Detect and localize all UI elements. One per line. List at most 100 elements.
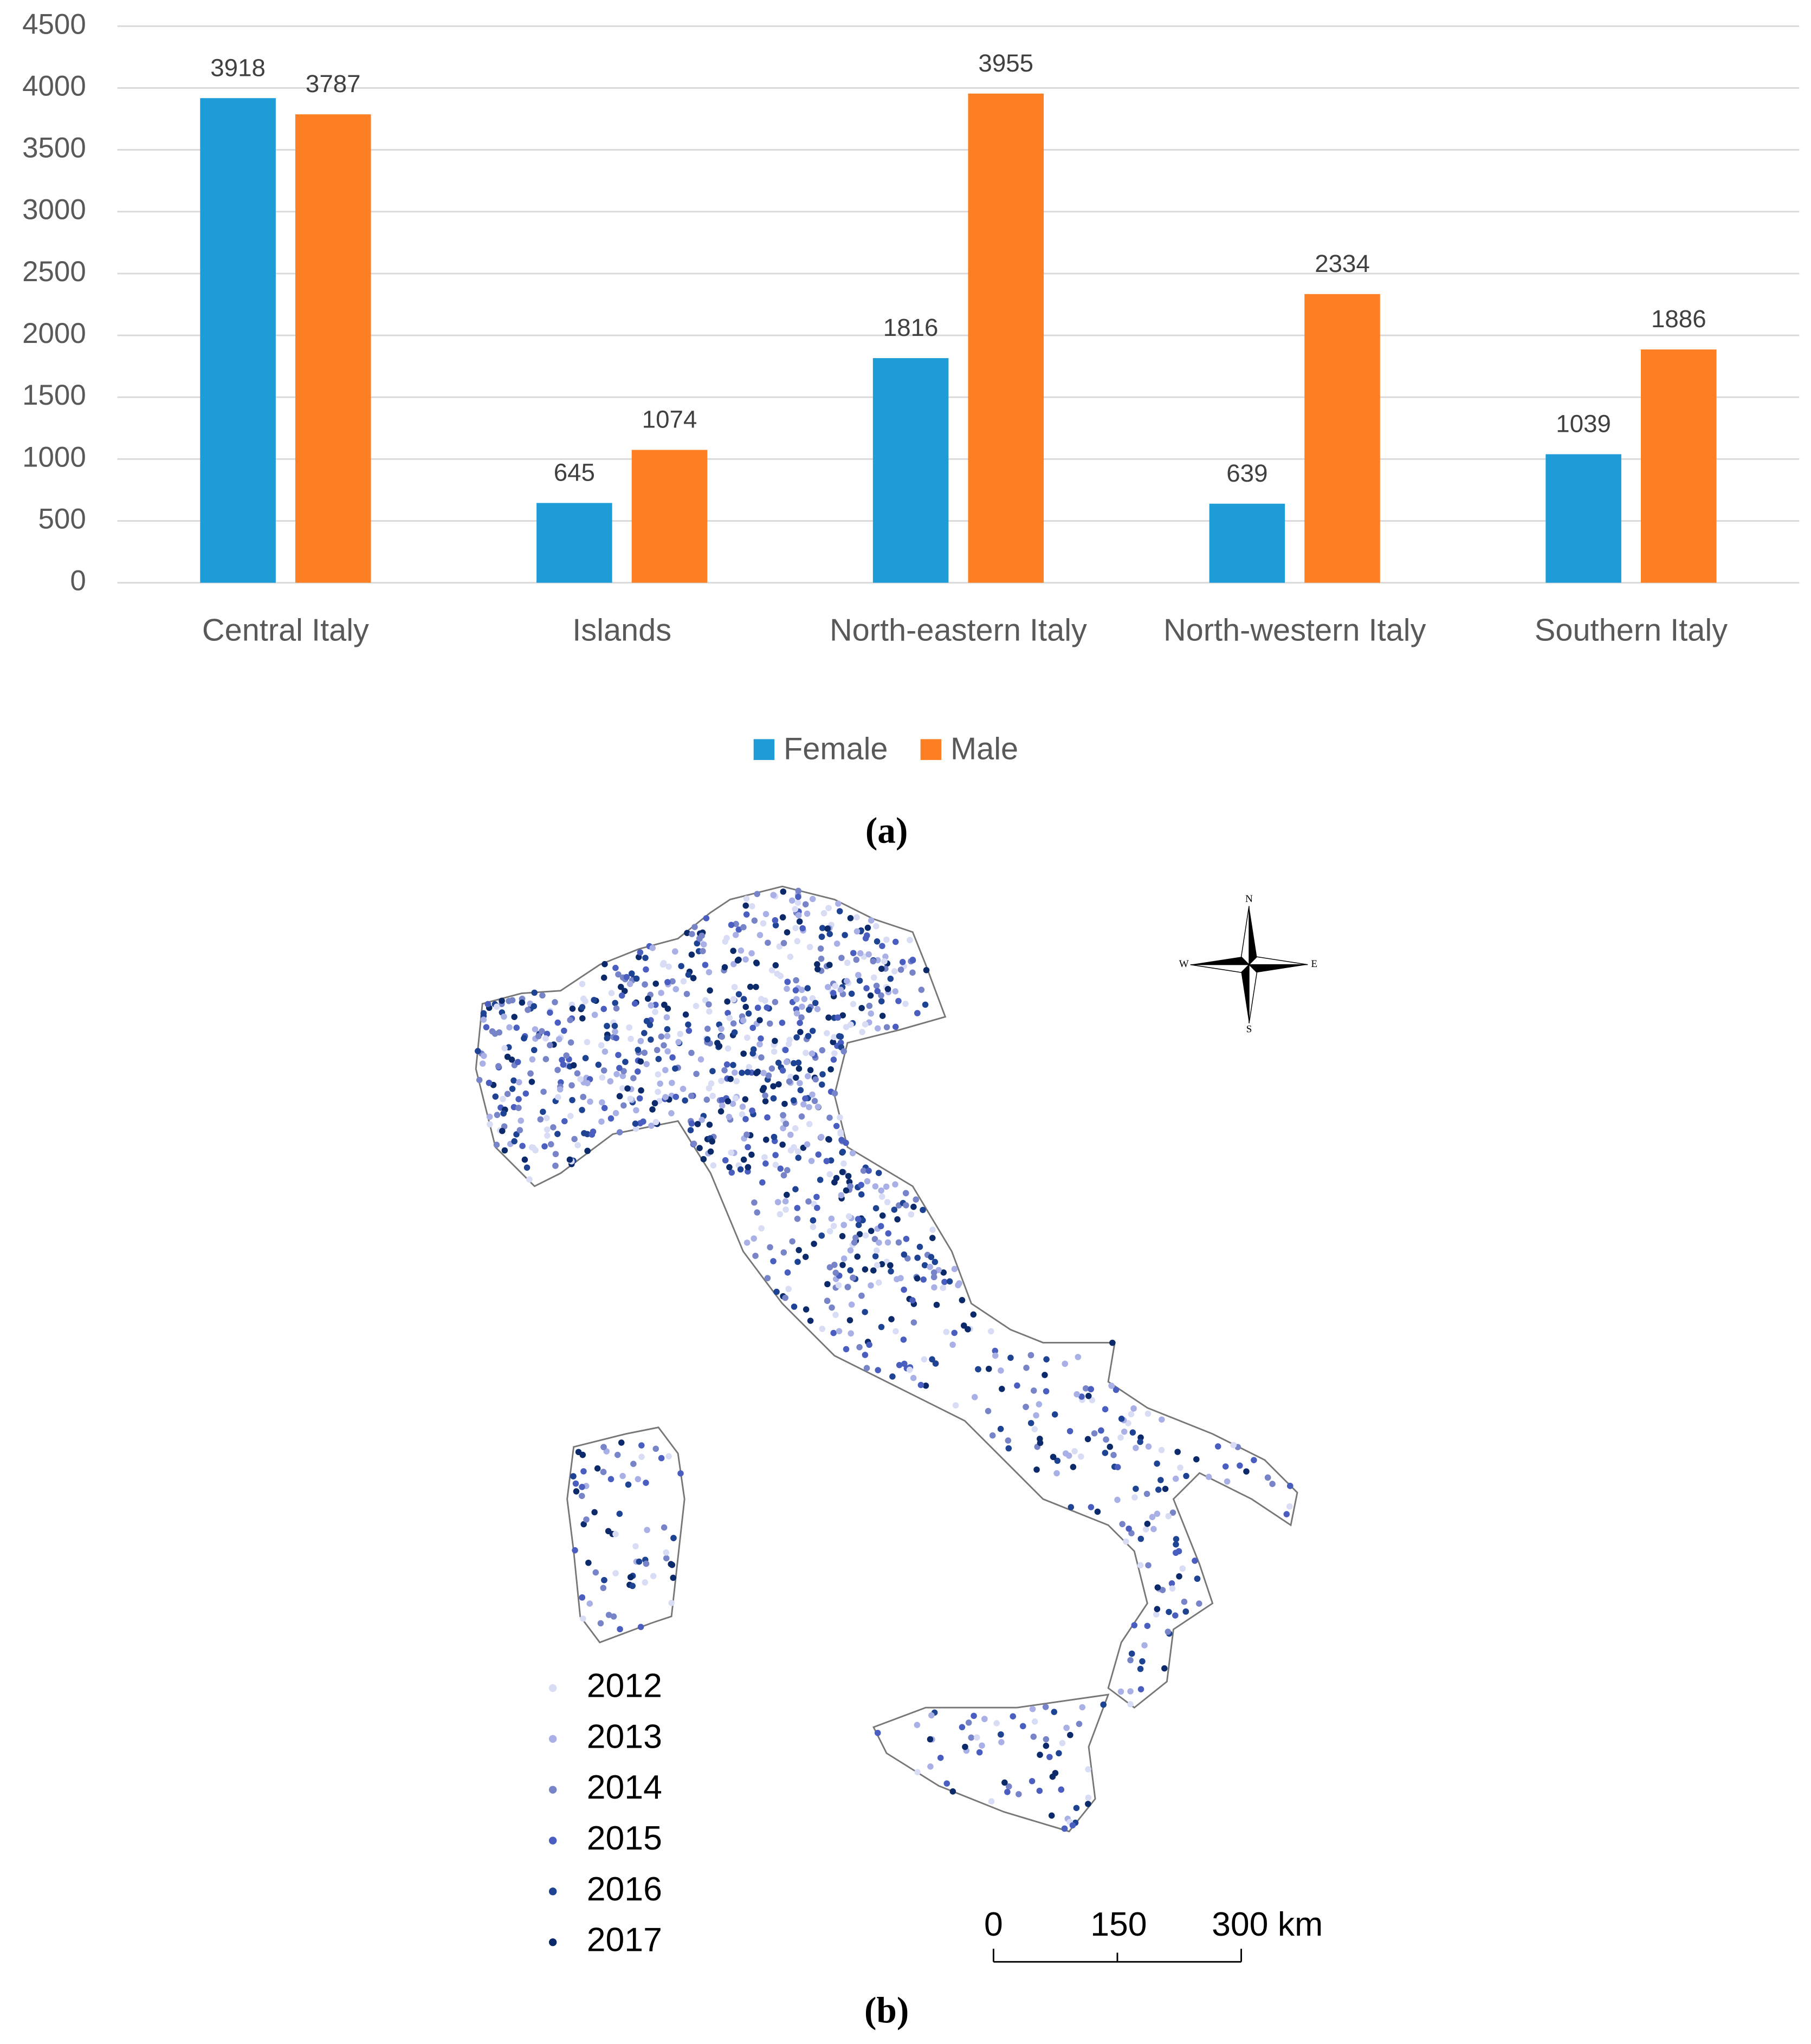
location-dot bbox=[744, 1069, 751, 1075]
location-dot bbox=[1174, 1449, 1181, 1455]
location-dot bbox=[902, 1190, 909, 1197]
location-dot bbox=[1181, 1598, 1188, 1605]
location-dot bbox=[773, 1288, 780, 1295]
value-label: 3955 bbox=[978, 49, 1033, 77]
location-dot bbox=[599, 1099, 605, 1106]
location-dot bbox=[745, 1144, 751, 1151]
location-dot bbox=[725, 1045, 732, 1052]
location-dot bbox=[1142, 1526, 1149, 1533]
location-dot bbox=[1144, 1521, 1151, 1527]
y-tick-label: 4500 bbox=[22, 8, 86, 40]
location-dot bbox=[754, 891, 760, 898]
location-dot bbox=[685, 971, 692, 978]
location-dot bbox=[862, 935, 869, 942]
location-dot bbox=[739, 1104, 746, 1110]
location-dot bbox=[652, 980, 659, 987]
location-dot bbox=[641, 1049, 648, 1056]
location-dot bbox=[751, 917, 758, 924]
location-dot bbox=[652, 1009, 658, 1015]
location-dot bbox=[616, 1129, 623, 1135]
location-dot bbox=[789, 1238, 795, 1245]
location-dot bbox=[971, 1712, 977, 1719]
location-dot bbox=[1173, 1536, 1180, 1542]
location-dot bbox=[1102, 1406, 1109, 1413]
location-dot bbox=[831, 1050, 838, 1057]
location-dot bbox=[932, 1258, 939, 1266]
location-dot bbox=[809, 1028, 816, 1034]
location-dot bbox=[643, 1480, 649, 1486]
location-dot bbox=[661, 1042, 667, 1049]
location-dot bbox=[795, 887, 801, 894]
location-dot bbox=[539, 992, 546, 999]
location-dot bbox=[792, 987, 799, 994]
location-dot bbox=[847, 1183, 853, 1190]
location-dot bbox=[519, 1143, 526, 1150]
scale-bar bbox=[992, 1949, 1243, 1963]
location-dot bbox=[580, 1615, 586, 1622]
location-dot bbox=[726, 1015, 733, 1021]
location-dot bbox=[622, 1059, 629, 1065]
location-dot bbox=[643, 1560, 650, 1567]
location-dot bbox=[824, 925, 831, 932]
location-dot bbox=[1287, 1483, 1293, 1489]
location-dot bbox=[758, 1225, 765, 1232]
location-dot bbox=[637, 949, 644, 956]
location-dot bbox=[779, 1067, 786, 1074]
location-dot bbox=[935, 1267, 942, 1274]
location-dot bbox=[859, 1029, 865, 1035]
location-dot bbox=[874, 1247, 880, 1254]
location-dot bbox=[853, 914, 860, 921]
location-dot bbox=[756, 932, 764, 938]
location-dot bbox=[607, 1115, 615, 1122]
location-dot bbox=[1173, 1541, 1179, 1548]
location-dot bbox=[1033, 1412, 1039, 1419]
location-dot bbox=[823, 1158, 830, 1164]
location-dot bbox=[976, 1749, 983, 1756]
location-dot bbox=[971, 1394, 978, 1400]
location-dot bbox=[601, 961, 608, 968]
location-dot bbox=[1075, 1354, 1082, 1360]
location-dot bbox=[665, 963, 672, 970]
legend-dot bbox=[548, 1684, 557, 1692]
location-dot bbox=[833, 940, 840, 947]
location-dot bbox=[1166, 1608, 1172, 1615]
location-dot bbox=[1036, 1401, 1043, 1407]
bar bbox=[1545, 454, 1621, 583]
location-dot bbox=[1194, 1575, 1201, 1582]
legend-dot bbox=[548, 1735, 557, 1743]
location-dot bbox=[780, 1249, 787, 1256]
location-dot bbox=[751, 1235, 757, 1242]
location-dot bbox=[1005, 1445, 1012, 1452]
location-dot bbox=[909, 1297, 916, 1303]
location-dot bbox=[677, 1470, 684, 1477]
location-dot bbox=[579, 1483, 585, 1490]
location-dot bbox=[892, 938, 899, 945]
location-dot bbox=[1067, 1731, 1073, 1738]
location-dot bbox=[600, 1585, 607, 1591]
location-dot bbox=[742, 1115, 749, 1122]
location-dot bbox=[601, 1576, 607, 1584]
location-dot bbox=[638, 1087, 644, 1094]
location-dot bbox=[1172, 1475, 1179, 1482]
location-dot bbox=[840, 1222, 847, 1228]
location-dot bbox=[848, 1301, 855, 1308]
location-dot bbox=[624, 1085, 631, 1092]
location-dot bbox=[1128, 1650, 1135, 1657]
location-dot bbox=[860, 1167, 867, 1174]
location-dot bbox=[932, 1360, 939, 1367]
location-dot bbox=[779, 1141, 786, 1148]
location-dot bbox=[700, 948, 706, 955]
location-dot bbox=[1127, 1657, 1134, 1664]
location-dot bbox=[709, 1068, 716, 1074]
location-dot bbox=[794, 899, 801, 906]
location-dot bbox=[635, 953, 642, 961]
location-dot bbox=[706, 1008, 713, 1015]
location-dot bbox=[805, 1033, 812, 1040]
location-dot bbox=[1107, 1443, 1114, 1450]
location-dot bbox=[1098, 1427, 1104, 1434]
location-dot bbox=[702, 962, 709, 968]
location-dot bbox=[780, 1125, 786, 1132]
location-dot bbox=[678, 963, 684, 970]
location-dot bbox=[580, 1468, 587, 1475]
